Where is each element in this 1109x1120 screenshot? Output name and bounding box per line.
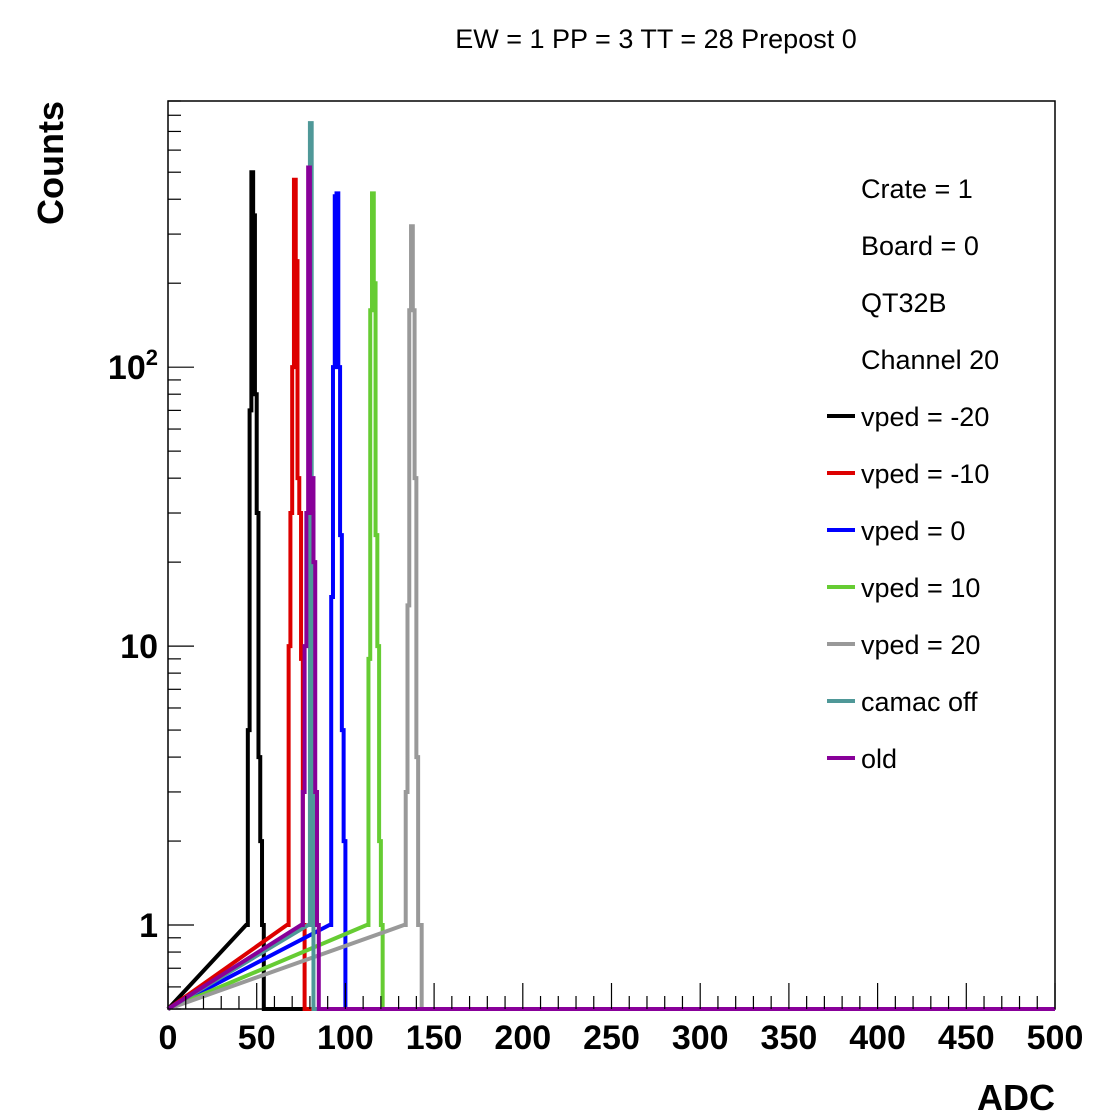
y-tick-label-2: 102 [108,345,158,387]
series-5-line [166,121,1055,1011]
x-axis: 0 50 100 150 200 250 300 350 400 450 500 [159,983,1084,1057]
y-tick-label-0: 1 [139,907,158,945]
series-0-line [166,170,1055,1011]
x-tick-label-5: 250 [583,1019,640,1057]
legend-text-2: QT32B [861,288,947,318]
series-4-line [167,224,1055,1011]
legend-text-3: Channel 20 [861,345,999,375]
legend-label-0: vped = -20 [861,402,989,432]
x-tick-label-0: 0 [159,1019,178,1057]
x-tick-label-9: 450 [938,1019,995,1057]
legend-text-1: Board = 0 [861,231,979,261]
legend-label-1: vped = -10 [861,459,989,489]
x-tick-label-7: 350 [761,1019,818,1057]
x-tick-label-2: 100 [317,1019,374,1057]
x-tick-label-3: 150 [406,1019,463,1057]
series-6-line [166,165,1055,1011]
series-2-line [167,191,1055,1011]
x-tick-label-4: 200 [494,1019,551,1057]
series-layer [166,121,1055,1011]
legend-text-0: Crate = 1 [861,174,973,204]
y-axis: 1 10 102 [108,100,194,1010]
x-tick-label-6: 300 [672,1019,729,1057]
x-tick-label-8: 400 [849,1019,906,1057]
y-axis-title: Counts [30,101,71,225]
legend-label-3: vped = 10 [861,573,980,603]
legend-label-6: old [861,744,897,774]
legend-label-5: camac off [861,687,978,717]
chart-title: EW = 1 PP = 3 TT = 28 Prepost 0 [455,24,856,54]
x-axis-title: ADC [977,1077,1055,1118]
y-tick-label-1: 10 [120,628,158,666]
x-tick-label-10: 500 [1027,1019,1084,1057]
series-3-line [167,191,1055,1011]
legend: Crate = 1 Board = 0 QT32B Channel 20 vped = … [827,174,999,774]
legend-label-2: vped = 0 [861,516,965,546]
x-tick-label-1: 50 [238,1019,276,1057]
legend-label-4: vped = 20 [861,630,980,660]
